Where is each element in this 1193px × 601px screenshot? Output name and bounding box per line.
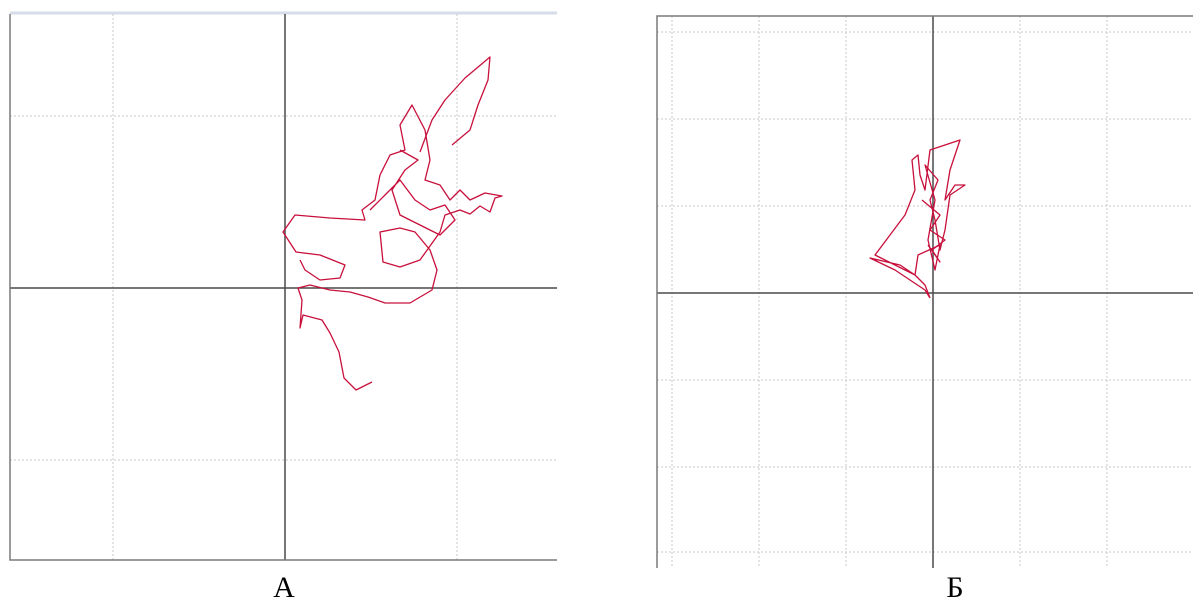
frame — [656, 15, 1193, 568]
panel-b: Б — [656, 15, 1193, 601]
trajectory — [869, 139, 966, 299]
grid — [10, 14, 557, 560]
plot-area — [10, 13, 557, 560]
trajectory — [921, 199, 946, 263]
grid — [657, 16, 1193, 568]
trajectory — [282, 104, 503, 391]
trajectory — [419, 56, 491, 153]
trajectory — [369, 149, 456, 236]
panel-label: А — [273, 571, 295, 601]
frame — [9, 14, 557, 561]
panel-label: Б — [946, 571, 963, 601]
panel-a: А — [9, 11, 557, 601]
